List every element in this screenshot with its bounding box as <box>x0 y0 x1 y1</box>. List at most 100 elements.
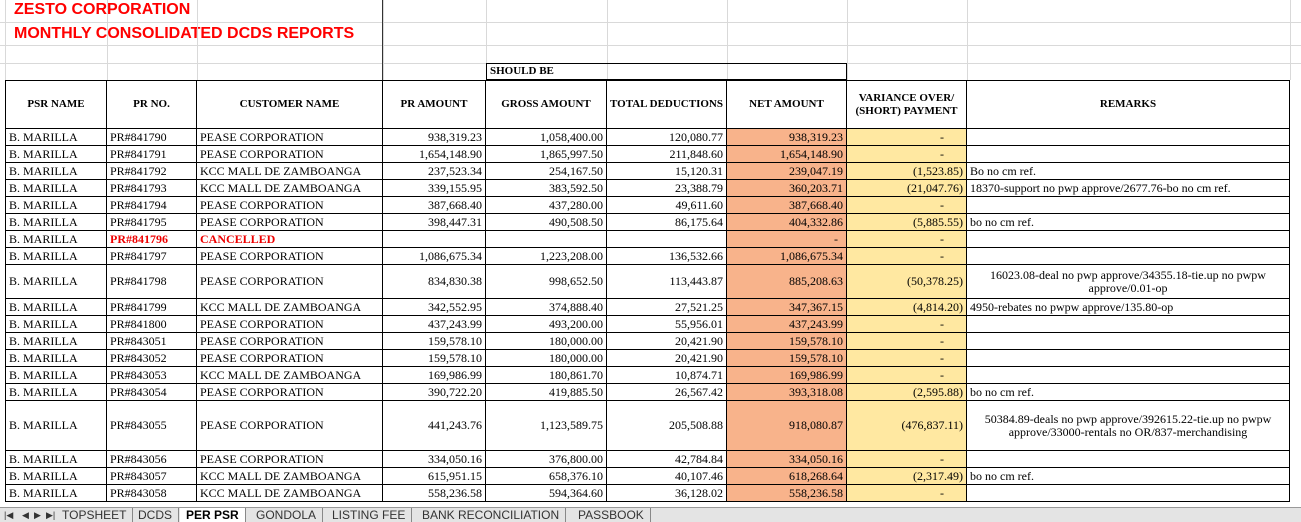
customer-name: PEASE CORPORATION <box>197 401 383 451</box>
customer-name: PEASE CORPORATION <box>197 384 383 401</box>
sheet-tab[interactable]: DCDS <box>132 508 180 522</box>
psr-name: B. MARILLA <box>5 299 107 316</box>
gross-amount: 998,652.50 <box>486 265 607 299</box>
pr-number: PR#841799 <box>107 299 197 316</box>
remarks <box>967 146 1290 163</box>
net-amount: 618,268.64 <box>727 468 847 485</box>
total-deductions: 49,611.60 <box>607 197 727 214</box>
gridline <box>607 0 608 80</box>
pr-amount: 390,722.20 <box>383 384 486 401</box>
pr-amount: 441,243.76 <box>383 401 486 451</box>
scroll-prev[interactable]: ◀ <box>22 510 29 520</box>
net-amount: 1,086,675.34 <box>727 248 847 265</box>
variance: - <box>847 146 967 163</box>
gross-amount: 180,861.70 <box>486 367 607 384</box>
scroll-next[interactable]: ▶ <box>34 510 41 520</box>
variance: - <box>847 231 967 248</box>
pr-number: PR#843052 <box>107 350 197 367</box>
scroll-first[interactable]: |◀ <box>4 510 14 520</box>
remarks: bo no cm ref. <box>967 384 1290 401</box>
pr-number: PR#841794 <box>107 197 197 214</box>
customer-name: KCC MALL DE ZAMBOANGA <box>197 468 383 485</box>
remarks <box>967 316 1290 333</box>
gross-amount: 490,508.50 <box>486 214 607 231</box>
gridline <box>107 0 108 80</box>
sheet-tab[interactable]: GONDOLA <box>250 508 324 522</box>
pr-number: PR#841795 <box>107 214 197 231</box>
gridline <box>0 22 1301 23</box>
report-title: MONTHLY CONSOLIDATED DCDS REPORTS <box>14 25 355 42</box>
customer-name: KCC MALL DE ZAMBOANGA <box>197 299 383 316</box>
remarks: Bo no cm ref. <box>967 163 1290 180</box>
pr-amount <box>383 231 486 248</box>
gross-amount: 254,167.50 <box>486 163 607 180</box>
column-header: REMARKS <box>967 80 1290 129</box>
net-amount: 159,578.10 <box>727 333 847 350</box>
total-deductions: 10,874.71 <box>607 367 727 384</box>
net-amount: 387,668.40 <box>727 197 847 214</box>
net-amount: 360,203.71 <box>727 180 847 197</box>
gridline <box>0 45 1301 46</box>
gridline <box>1290 0 1291 80</box>
variance: (50,378.25) <box>847 265 967 299</box>
psr-name: B. MARILLA <box>5 451 107 468</box>
variance: - <box>847 129 967 146</box>
gross-amount: 376,800.00 <box>486 451 607 468</box>
remarks <box>967 333 1290 350</box>
column-header: PR AMOUNT <box>383 80 486 129</box>
net-amount: 169,986.99 <box>727 367 847 384</box>
sheet-tab[interactable]: BANK RECONCILIATION <box>416 508 567 522</box>
pr-amount: 339,155.95 <box>383 180 486 197</box>
total-deductions: 27,521.25 <box>607 299 727 316</box>
sheet-tab[interactable]: LISTING FEE <box>326 508 413 522</box>
pr-amount: 558,236.58 <box>383 485 486 502</box>
sheet-tab[interactable]: PASSBOOK <box>572 508 651 522</box>
net-amount: 437,243.99 <box>727 316 847 333</box>
pr-number: PR#841793 <box>107 180 197 197</box>
remarks: 16023.08-deal no pwp approve/34355.18-ti… <box>967 265 1290 299</box>
psr-name: B. MARILLA <box>5 146 107 163</box>
gross-amount: 419,885.50 <box>486 384 607 401</box>
pr-number: PR#841792 <box>107 163 197 180</box>
customer-name: PEASE CORPORATION <box>197 350 383 367</box>
pr-number: PR#843058 <box>107 485 197 502</box>
total-deductions: 211,848.60 <box>607 146 727 163</box>
gross-amount: 180,000.00 <box>486 333 607 350</box>
net-amount: 918,080.87 <box>727 401 847 451</box>
total-deductions: 36,128.02 <box>607 485 727 502</box>
customer-name: KCC MALL DE ZAMBOANGA <box>197 367 383 384</box>
sheet-tabs: |◀ ◀ ▶ ▶| TOPSHEET DCDS PER PSR GONDOLA LIST… <box>0 507 1301 522</box>
pr-amount: 938,319.23 <box>383 129 486 146</box>
pr-amount: 159,578.10 <box>383 333 486 350</box>
pr-amount: 387,668.40 <box>383 197 486 214</box>
sheet-tab[interactable]: PER PSR <box>180 508 246 522</box>
customer-name: PEASE CORPORATION <box>197 316 383 333</box>
company-title: ZESTO CORPORATION <box>14 1 191 18</box>
pr-number: PR#843055 <box>107 401 197 451</box>
remarks: bo no cm ref. <box>967 468 1290 485</box>
gross-amount: 383,592.50 <box>486 180 607 197</box>
total-deductions: 26,567.42 <box>607 384 727 401</box>
psr-name: B. MARILLA <box>5 367 107 384</box>
should-be-label: SHOULD BE <box>486 63 847 80</box>
sheet-tab[interactable]: TOPSHEET <box>56 508 134 522</box>
total-deductions: 15,120.31 <box>607 163 727 180</box>
total-deductions: 20,421.90 <box>607 350 727 367</box>
pr-number: PR#843054 <box>107 384 197 401</box>
gridline <box>383 0 384 80</box>
psr-name: B. MARILLA <box>5 384 107 401</box>
net-amount: 404,332.86 <box>727 214 847 231</box>
column-header: CUSTOMER NAME <box>197 80 383 129</box>
variance: - <box>847 197 967 214</box>
remarks: 50384.89-deals no pwp approve/392615.22-… <box>967 401 1290 451</box>
gridline <box>486 0 487 80</box>
customer-name: KCC MALL DE ZAMBOANGA <box>197 485 383 502</box>
remarks: bo no cm ref. <box>967 214 1290 231</box>
net-amount: 347,367.15 <box>727 299 847 316</box>
total-deductions: 86,175.64 <box>607 214 727 231</box>
variance: - <box>847 248 967 265</box>
scroll-last[interactable]: ▶| <box>46 510 56 520</box>
total-deductions <box>607 231 727 248</box>
pr-number: PR#843053 <box>107 367 197 384</box>
